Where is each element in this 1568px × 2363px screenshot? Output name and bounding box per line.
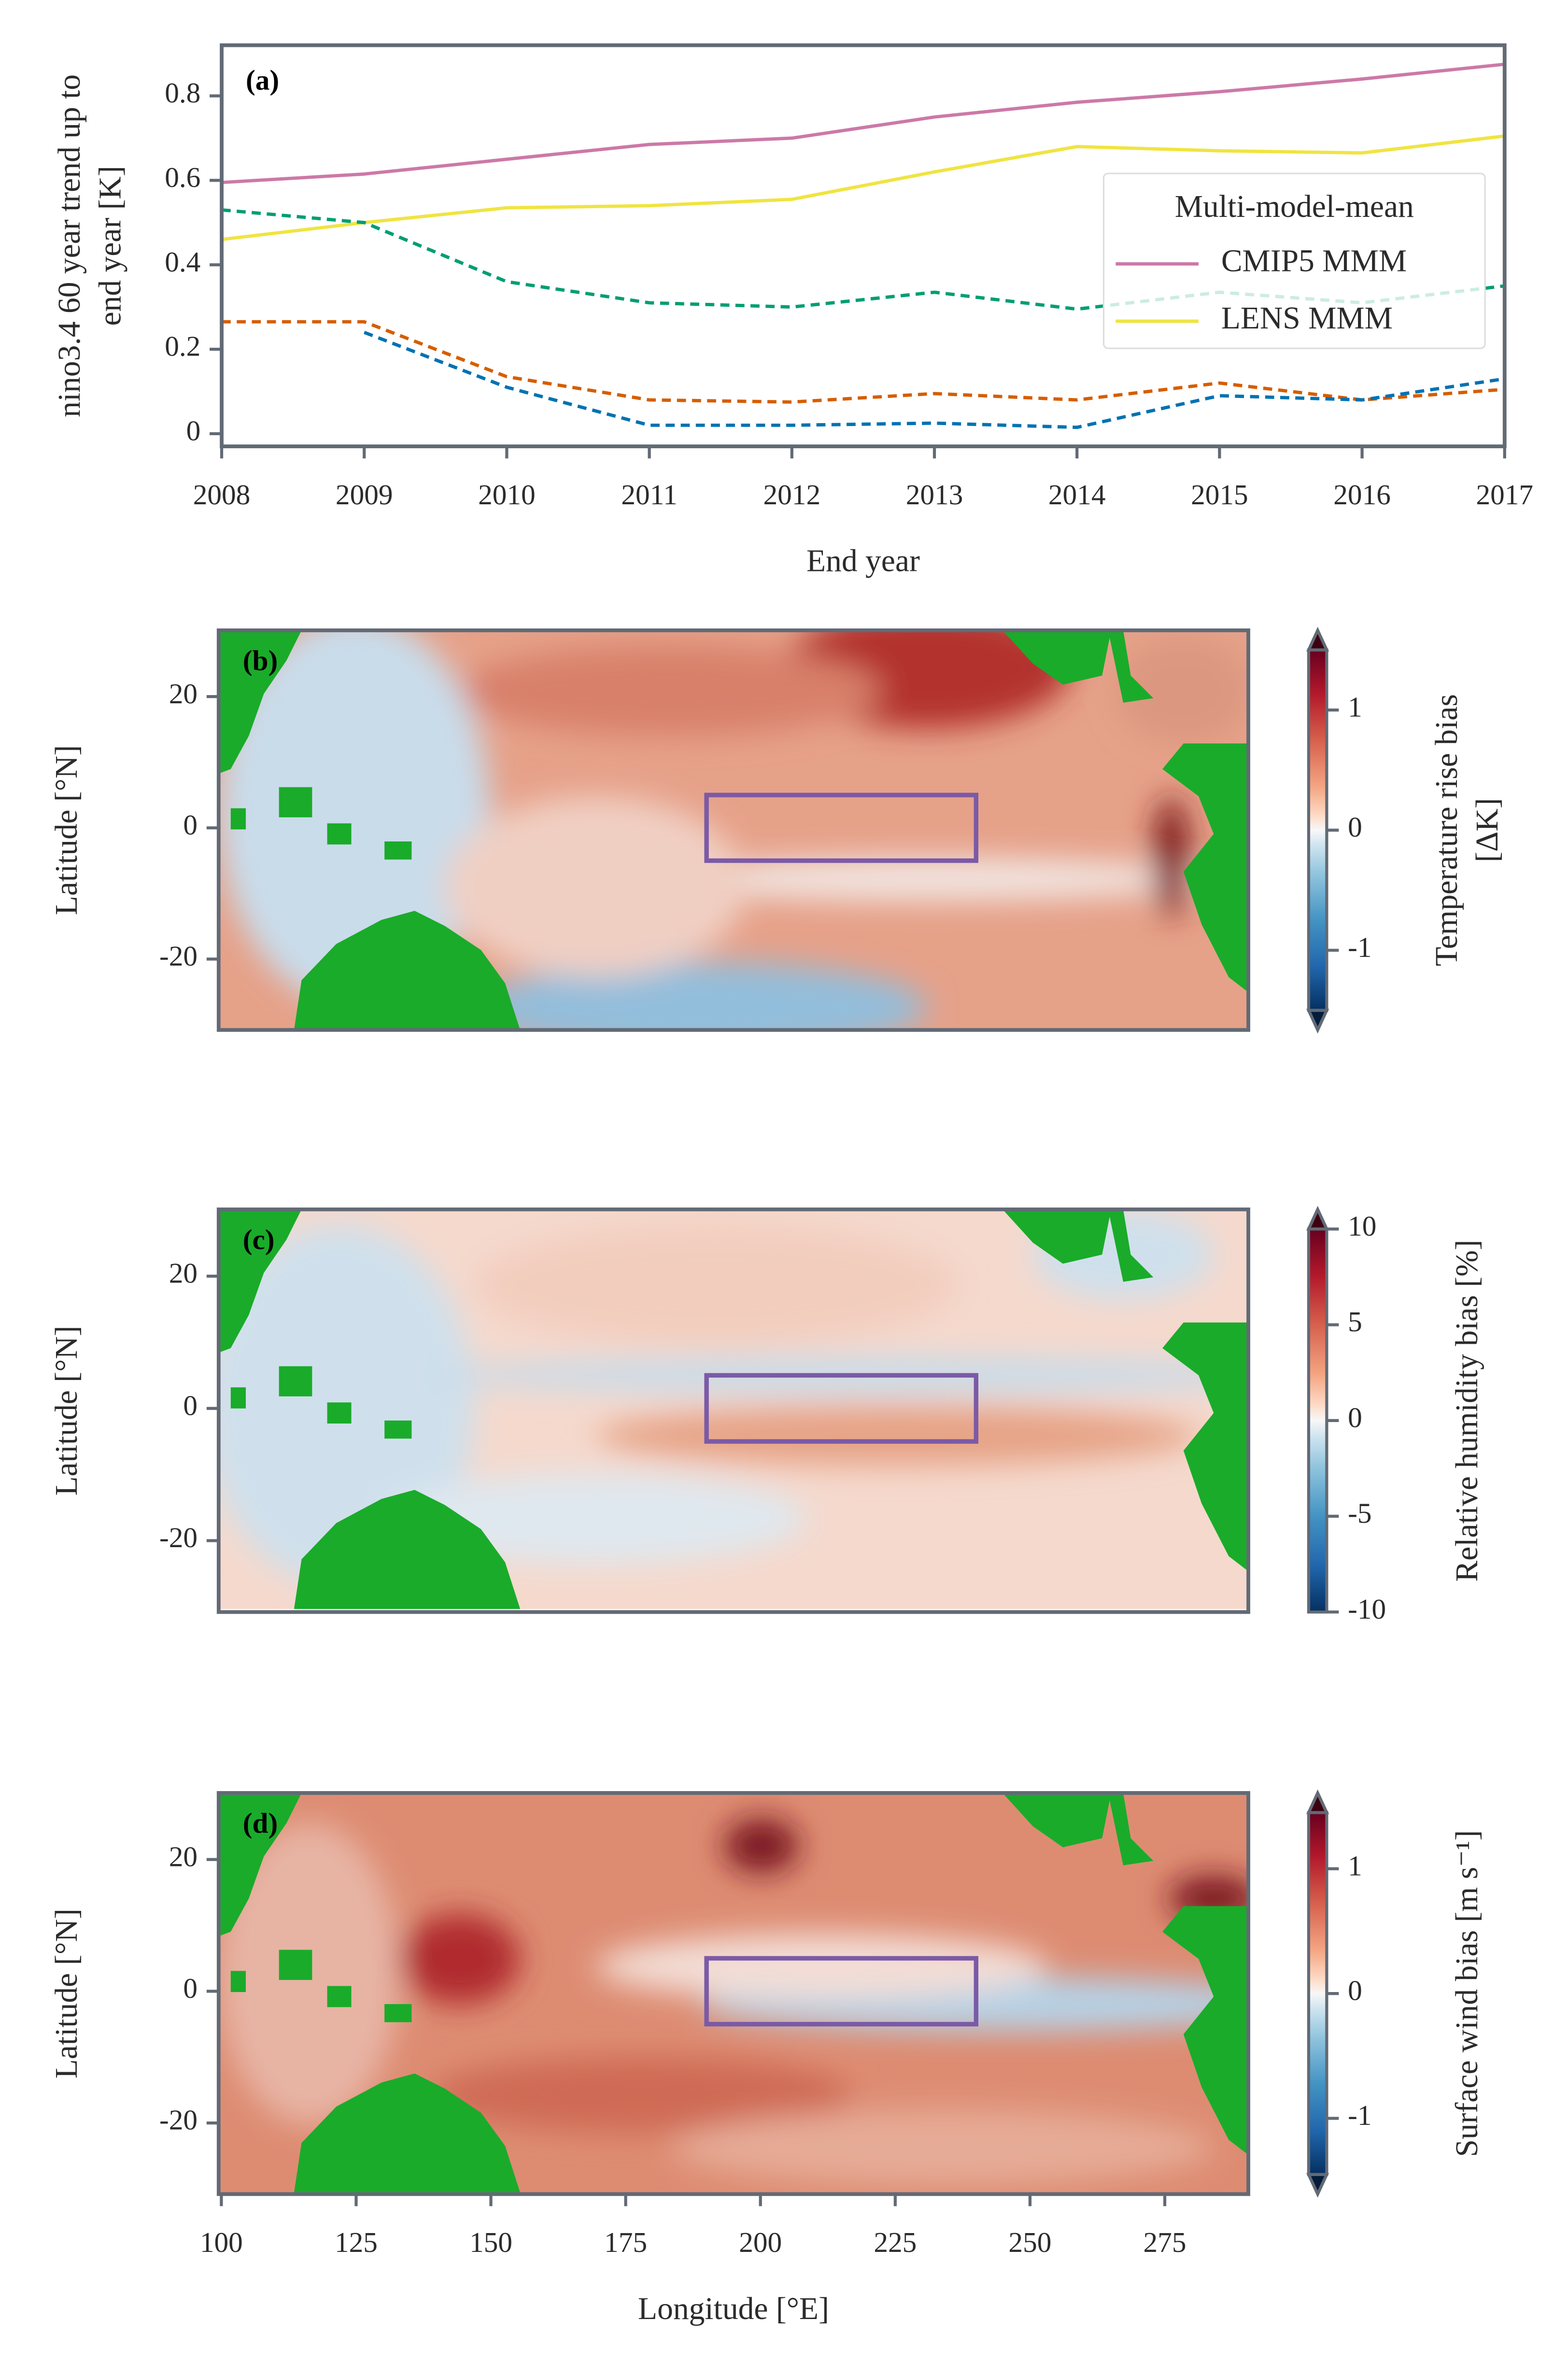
colorbar-extend [1306,626,1329,652]
y-tick-label: 20 [169,678,198,710]
x-tick-label: 225 [874,2226,917,2258]
panel-label: (a) [246,64,279,96]
colorbar-tick-label: 1 [1348,691,1362,723]
x-tick-label: 2014 [1048,479,1106,511]
region-box [704,1956,978,2027]
map-field [218,1793,1249,2193]
y-tick-label: 0 [186,414,201,446]
y-tick-label: 20 [169,1257,198,1289]
legend-label: CMIP5 MMM [1221,243,1407,278]
colorbar [1308,1812,1327,2175]
x-tick-label: 2012 [763,479,821,511]
x-tick-label: 2017 [1476,479,1533,511]
x-tick-label: 200 [739,2226,782,2258]
map-field [218,1209,1249,1609]
y-tick-label: 0 [183,1972,198,2004]
colorbar-extend [1306,2173,1329,2198]
y-axis-label: Latitude [°N] [49,1326,84,1496]
colorbar-tick-label: 0 [1348,811,1362,843]
x-tick-label: 2010 [478,479,536,511]
y-tick-label: 20 [169,1840,198,1872]
colorbar-tick-label: -1 [1348,931,1371,963]
y-tick-label: -20 [159,1522,198,1553]
plot-frame [220,43,1507,448]
colorbar [1308,650,1327,1011]
x-axis-label: End year [806,544,920,579]
line-series [222,320,1505,404]
legend-title: Multi-model-mean [1175,189,1414,224]
plot-frame [216,1207,1250,1614]
colorbar-tick-label: 10 [1348,1210,1376,1242]
colorbar-label: Relative humidity bias [%] [1450,1239,1484,1581]
colorbar-tick-label: -10 [1348,1593,1386,1625]
legend-label: LENS MMM [1221,301,1393,336]
colorbar [1308,1229,1327,1612]
field-pattern [218,630,1249,1030]
colorbar-tick-label: 0 [1348,1975,1362,2007]
colorbar-extend [1306,1206,1329,1231]
field-pattern [218,1209,1249,1587]
region-box [704,1373,978,1444]
line-series [221,134,1505,242]
x-tick-label: 2011 [621,479,677,511]
colorbar-extend [1306,1789,1329,1814]
panel-label: (b) [243,644,278,676]
colorbar-tick-label: -1 [1348,2099,1371,2131]
colorbar-tick-label: 5 [1348,1306,1362,1338]
map-field [218,630,1249,1030]
x-tick-label: 250 [1008,2226,1051,2258]
y-tick-label: -20 [159,940,198,972]
y-tick-label: 0.4 [165,246,200,278]
panel-label: (d) [243,1807,278,1839]
x-tick-label: 2015 [1191,479,1248,511]
colorbar-label: Surface wind bias [m s⁻¹] [1450,1830,1484,2157]
colorbar-extend [1306,1009,1329,1034]
x-axis-label: Longitude [°E] [638,2292,829,2326]
plot-frame [216,628,1250,1032]
colorbar-tick-label: -5 [1348,1497,1371,1529]
x-tick-label: 150 [469,2226,512,2258]
y-axis-label: end year [K] [93,166,127,326]
plot-frame [216,1791,1250,2196]
x-tick-label: 175 [604,2226,647,2258]
x-tick-label: 2013 [906,479,963,511]
y-axis-label: nino3.4 60 year trend up to [52,74,87,417]
x-tick-label: 100 [200,2226,243,2258]
x-tick-label: 2016 [1333,479,1391,511]
colorbar-label: [ΔK] [1470,798,1505,862]
y-tick-label: -20 [159,2104,198,2136]
x-tick-label: 275 [1144,2226,1187,2258]
y-axis-label: Latitude [°N] [49,1908,84,2078]
colorbar-tick-label: 0 [1348,1401,1362,1433]
y-tick-label: 0.6 [165,161,200,193]
y-tick-label: 0.2 [165,330,200,362]
y-tick-label: 0.8 [165,77,200,109]
line-series [221,62,1505,185]
x-tick-label: 2009 [336,479,393,511]
panel-label: (c) [243,1224,275,1255]
colorbar-label: Temperature rise bias [1429,694,1464,966]
region-box [704,793,978,863]
line-series [364,330,1505,429]
y-tick-label: 0 [183,1389,198,1421]
y-axis-label: Latitude [°N] [49,745,84,915]
y-tick-label: 0 [183,809,198,840]
colorbar-tick-label: 1 [1348,1850,1362,1881]
x-tick-label: 2008 [193,479,251,511]
x-tick-label: 125 [335,2226,378,2258]
legend-box [1102,172,1486,349]
